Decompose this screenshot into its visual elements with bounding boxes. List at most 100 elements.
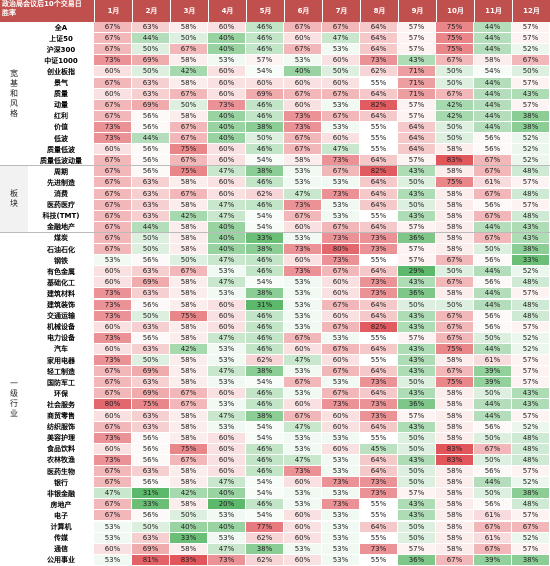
win-rate-cell: 48% bbox=[512, 166, 550, 178]
win-rate-cell: 53% bbox=[284, 310, 322, 322]
win-rate-cell: 53% bbox=[208, 266, 246, 278]
win-rate-cell: 67% bbox=[94, 244, 132, 256]
row-label: 先进制造 bbox=[28, 177, 94, 189]
win-rate-cell: 73% bbox=[360, 55, 398, 67]
win-rate-cell: 50% bbox=[474, 244, 512, 256]
win-rate-cell: 58% bbox=[436, 410, 474, 422]
win-rate-cell: 75% bbox=[132, 399, 170, 411]
win-rate-cell: 58% bbox=[436, 432, 474, 444]
win-rate-cell: 67% bbox=[474, 232, 512, 244]
win-rate-cell: 75% bbox=[436, 177, 474, 189]
win-rate-cell: 67% bbox=[322, 22, 360, 34]
win-rate-cell: 55% bbox=[360, 121, 398, 133]
win-rate-cell: 64% bbox=[360, 33, 398, 45]
win-rate-cell: 43% bbox=[398, 188, 436, 200]
win-rate-cell: 46% bbox=[246, 499, 284, 511]
win-rate-cell: 33% bbox=[132, 499, 170, 511]
win-rate-cell: 64% bbox=[360, 421, 398, 433]
win-rate-cell: 31% bbox=[132, 488, 170, 500]
win-rate-cell: 60% bbox=[322, 288, 360, 300]
win-rate-cell: 71% bbox=[398, 66, 436, 78]
win-rate-cell: 40% bbox=[284, 66, 322, 78]
row-label: 社会服务 bbox=[28, 399, 94, 411]
win-rate-cell: 44% bbox=[474, 477, 512, 489]
win-rate-cell: 39% bbox=[474, 366, 512, 378]
win-rate-cell: 38% bbox=[246, 288, 284, 300]
win-rate-cell: 67% bbox=[322, 110, 360, 122]
win-rate-cell: 50% bbox=[246, 133, 284, 145]
win-rate-cell: 58% bbox=[170, 77, 208, 89]
win-rate-cell: 67% bbox=[94, 232, 132, 244]
row-label: 家用电器 bbox=[28, 355, 94, 367]
win-rate-cell: 63% bbox=[132, 421, 170, 433]
win-rate-cell: 58% bbox=[170, 22, 208, 34]
win-rate-cell: 67% bbox=[436, 366, 474, 378]
win-rate-cell: 73% bbox=[94, 355, 132, 367]
win-rate-cell: 54% bbox=[474, 66, 512, 78]
win-rate-cell: 64% bbox=[360, 299, 398, 311]
win-rate-cell: 64% bbox=[398, 144, 436, 156]
win-rate-cell: 53% bbox=[322, 432, 360, 444]
win-rate-cell: 58% bbox=[436, 355, 474, 367]
win-rate-cell: 67% bbox=[94, 477, 132, 489]
win-rate-cell: 67% bbox=[284, 144, 322, 156]
win-rate-cell: 67% bbox=[94, 366, 132, 378]
win-rate-cell: 47% bbox=[208, 366, 246, 378]
win-rate-cell: 64% bbox=[398, 121, 436, 133]
win-rate-cell: 67% bbox=[94, 33, 132, 45]
win-rate-cell: 50% bbox=[398, 377, 436, 389]
win-rate-cell: 67% bbox=[436, 332, 474, 344]
win-rate-cell: 56% bbox=[132, 166, 170, 178]
win-rate-cell: 53% bbox=[284, 499, 322, 511]
win-rate-cell: 53% bbox=[322, 99, 360, 111]
win-rate-cell: 71% bbox=[398, 77, 436, 89]
win-rate-cell: 38% bbox=[512, 244, 550, 256]
win-rate-cell: 67% bbox=[474, 521, 512, 533]
win-rate-cell: 58% bbox=[436, 543, 474, 555]
win-rate-cell: 48% bbox=[512, 210, 550, 222]
win-rate-cell: 46% bbox=[246, 388, 284, 400]
win-rate-cell: 73% bbox=[284, 244, 322, 256]
win-rate-cell: 43% bbox=[398, 277, 436, 289]
win-rate-cell: 67% bbox=[94, 510, 132, 522]
win-rate-cell: 47% bbox=[208, 210, 246, 222]
win-rate-cell: 58% bbox=[170, 277, 208, 289]
win-rate-cell: 64% bbox=[360, 88, 398, 100]
win-rate-cell: 54% bbox=[246, 432, 284, 444]
row-label: 建筑装饰 bbox=[28, 299, 94, 311]
win-rate-cell: 57% bbox=[512, 510, 550, 522]
win-rate-cell: 63% bbox=[132, 199, 170, 211]
win-rate-cell: 67% bbox=[474, 188, 512, 200]
row-label: 全A bbox=[28, 22, 94, 34]
win-rate-cell: 54% bbox=[246, 488, 284, 500]
win-rate-cell: 57% bbox=[512, 22, 550, 34]
win-rate-cell: 50% bbox=[474, 432, 512, 444]
win-rate-cell: 57% bbox=[398, 410, 436, 422]
win-rate-cell: 56% bbox=[132, 110, 170, 122]
win-rate-cell: 56% bbox=[132, 255, 170, 267]
row-label: 电子 bbox=[28, 510, 94, 522]
win-rate-cell: 75% bbox=[436, 343, 474, 355]
row-label: 食品饮料 bbox=[28, 443, 94, 455]
win-rate-cell: 75% bbox=[170, 144, 208, 156]
win-rate-cell: 60% bbox=[322, 310, 360, 322]
win-rate-cell: 53% bbox=[94, 554, 132, 566]
win-rate-cell: 60% bbox=[322, 410, 360, 422]
win-rate-cell: 60% bbox=[94, 543, 132, 555]
win-rate-cell: 73% bbox=[322, 499, 360, 511]
win-rate-cell: 64% bbox=[360, 521, 398, 533]
win-rate-cell: 60% bbox=[284, 399, 322, 411]
win-rate-cell: 61% bbox=[474, 355, 512, 367]
row-label: 有色金属 bbox=[28, 266, 94, 278]
win-rate-cell: 48% bbox=[512, 432, 550, 444]
win-rate-cell: 42% bbox=[436, 110, 474, 122]
win-rate-cell: 67% bbox=[436, 310, 474, 322]
win-rate-cell: 75% bbox=[436, 377, 474, 389]
win-rate-cell: 38% bbox=[512, 121, 550, 133]
row-label: 煤炭 bbox=[28, 232, 94, 244]
win-rate-cell: 60% bbox=[322, 77, 360, 89]
win-rate-cell: 47% bbox=[284, 188, 322, 200]
win-rate-cell: 36% bbox=[398, 554, 436, 566]
win-rate-cell: 58% bbox=[436, 288, 474, 300]
win-rate-cell: 43% bbox=[512, 88, 550, 100]
